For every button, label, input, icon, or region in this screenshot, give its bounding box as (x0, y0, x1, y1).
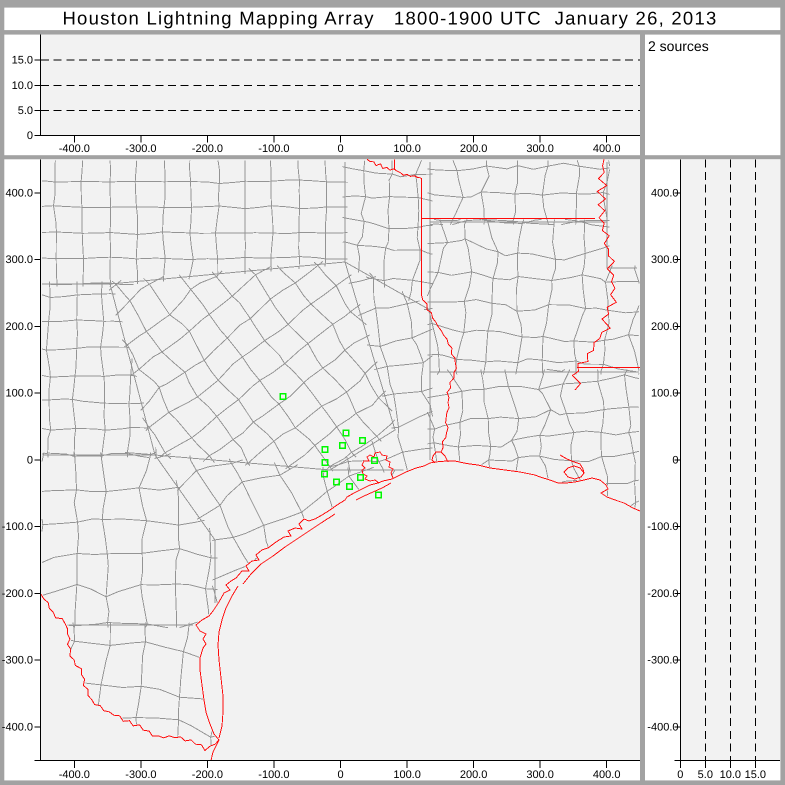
svg-text:-400.0: -400.0 (59, 769, 90, 781)
svg-text:-200.0: -200.0 (647, 588, 678, 600)
svg-text:400.0: 400.0 (593, 769, 621, 781)
svg-text:0: 0 (672, 454, 678, 466)
svg-text:2 sources: 2 sources (648, 38, 709, 54)
svg-text:-200.0: -200.0 (192, 769, 223, 781)
svg-text:100.0: 100.0 (5, 388, 33, 400)
svg-text:400.0: 400.0 (593, 143, 621, 155)
svg-text:Houston Lightning Mapping Arra: Houston Lightning Mapping Array 1800-190… (62, 8, 717, 29)
svg-text:0: 0 (677, 769, 683, 781)
svg-text:15.0: 15.0 (745, 769, 766, 781)
svg-text:0: 0 (337, 769, 343, 781)
svg-text:15.0: 15.0 (12, 55, 33, 67)
svg-text:10.0: 10.0 (720, 769, 741, 781)
svg-text:0: 0 (337, 143, 343, 155)
svg-text:5.0: 5.0 (698, 769, 713, 781)
svg-text:300.0: 300.0 (5, 254, 33, 266)
svg-text:-400.0: -400.0 (647, 721, 678, 733)
svg-text:300.0: 300.0 (526, 143, 554, 155)
svg-text:300.0: 300.0 (651, 254, 679, 266)
svg-text:200.0: 200.0 (460, 769, 488, 781)
svg-text:-100.0: -100.0 (2, 521, 33, 533)
svg-text:-100.0: -100.0 (258, 143, 289, 155)
svg-text:0: 0 (27, 454, 33, 466)
svg-text:-300.0: -300.0 (2, 655, 33, 667)
svg-text:100.0: 100.0 (393, 143, 421, 155)
svg-text:0: 0 (27, 130, 33, 142)
svg-text:-200.0: -200.0 (2, 588, 33, 600)
svg-text:-300.0: -300.0 (647, 655, 678, 667)
svg-text:100.0: 100.0 (651, 388, 679, 400)
svg-text:-400.0: -400.0 (2, 721, 33, 733)
svg-text:400.0: 400.0 (5, 187, 33, 199)
svg-text:-100.0: -100.0 (258, 769, 289, 781)
svg-text:-300.0: -300.0 (125, 143, 156, 155)
svg-text:-200.0: -200.0 (192, 143, 223, 155)
svg-text:200.0: 200.0 (5, 321, 33, 333)
svg-text:200.0: 200.0 (460, 143, 488, 155)
svg-text:400.0: 400.0 (651, 187, 679, 199)
svg-text:-400.0: -400.0 (59, 143, 90, 155)
svg-text:5.0: 5.0 (18, 105, 33, 117)
svg-text:-300.0: -300.0 (125, 769, 156, 781)
svg-text:300.0: 300.0 (526, 769, 554, 781)
svg-text:100.0: 100.0 (393, 769, 421, 781)
svg-text:-100.0: -100.0 (647, 521, 678, 533)
svg-text:10.0: 10.0 (12, 80, 33, 92)
svg-text:200.0: 200.0 (651, 321, 679, 333)
